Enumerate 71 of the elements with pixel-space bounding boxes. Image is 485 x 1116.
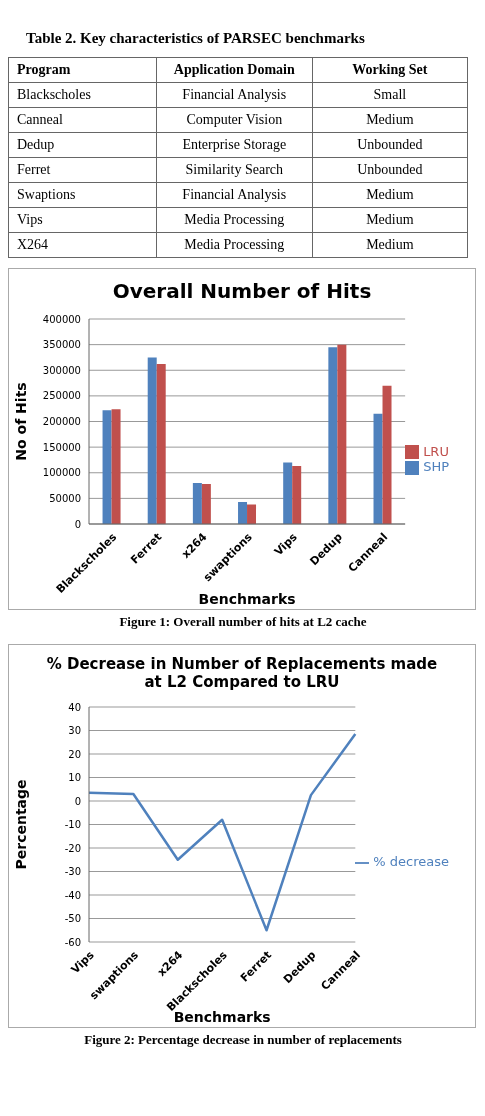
bar [156, 364, 166, 524]
text: Financial Analysis [156, 182, 313, 208]
y-tick-label: -20 [64, 842, 81, 854]
bar [147, 357, 157, 524]
y-tick-label: 100000 [42, 467, 81, 479]
text: Media Processing [156, 207, 313, 233]
y-axis-title: Percentage [12, 779, 29, 870]
y-tick-label: 0 [74, 518, 81, 530]
bar [192, 483, 202, 524]
text: Blackscholes [8, 82, 157, 108]
bar [373, 413, 383, 524]
y-tick-label: 30 [68, 725, 81, 737]
y-tick-label: -10 [64, 819, 81, 831]
y-tick-label: 400000 [42, 313, 81, 325]
text: Unbounded [312, 157, 468, 183]
caption: Figure 1: Overall number of hits at L2 cache [118, 614, 368, 630]
text: Medium [312, 232, 468, 258]
y-tick-label: 40 [68, 701, 81, 713]
y-tick-label: 50000 [49, 492, 81, 504]
y-tick-label: 200000 [42, 416, 81, 428]
text: X264 [8, 232, 157, 258]
bar [102, 410, 112, 524]
bar [247, 504, 257, 524]
text: Swaptions [8, 182, 157, 208]
text: Medium [312, 182, 468, 208]
bar [328, 347, 338, 524]
chart-title: Overall Number of Hits [111, 279, 373, 303]
y-tick-label: -30 [64, 866, 81, 878]
y-tick-label: -60 [64, 936, 81, 948]
y-tick-label: 0 [74, 795, 81, 807]
text: Dedup [8, 132, 157, 158]
text: Table 2. Key characteristics of PARSEC benchmarks [26, 30, 366, 47]
text: Medium [312, 107, 468, 133]
text: Program [8, 57, 157, 83]
bar [238, 501, 248, 524]
y-tick-label: 250000 [42, 390, 81, 402]
text: Canneal [8, 107, 157, 133]
y-tick-label: -50 [64, 913, 81, 925]
chart-title: % Decrease in Number of Replacements made at L2 Compared to LRU [45, 655, 439, 691]
text: Financial Analysis [156, 82, 313, 108]
text: Medium [312, 207, 468, 233]
text: Application Domain [156, 57, 313, 83]
text: Similarity Search [156, 157, 313, 183]
bar [382, 385, 392, 524]
x-axis-title: Benchmarks [198, 591, 296, 607]
legend-label: LRU [423, 443, 449, 459]
text: Ferret [8, 157, 157, 183]
y-tick-label: -40 [64, 889, 81, 901]
y-tick-label: 300000 [42, 364, 81, 376]
bar [201, 484, 211, 524]
text: Small [312, 82, 468, 108]
caption: Figure 2: Percentage decrease in number of replacements [83, 1032, 403, 1048]
y-tick-label: 350000 [42, 339, 81, 351]
y-tick-label: 150000 [42, 441, 81, 453]
y-tick-label: 10 [68, 772, 81, 784]
bar [283, 462, 293, 524]
line-series [87, 732, 357, 932]
bar [111, 409, 121, 524]
y-tick-label: 20 [68, 748, 81, 760]
bar [337, 344, 347, 524]
text: Unbounded [312, 132, 468, 158]
text: Working Set [312, 57, 468, 83]
legend-label: % decrease [373, 854, 449, 870]
text: Vips [8, 207, 157, 233]
x-axis-title: Benchmarks [173, 1009, 271, 1025]
text: Media Processing [156, 232, 313, 258]
bar [292, 466, 302, 524]
text: Enterprise Storage [156, 132, 313, 158]
y-axis-title: No of Hits [12, 382, 29, 461]
text: Computer Vision [156, 107, 313, 133]
legend-label: SHP [423, 459, 449, 474]
